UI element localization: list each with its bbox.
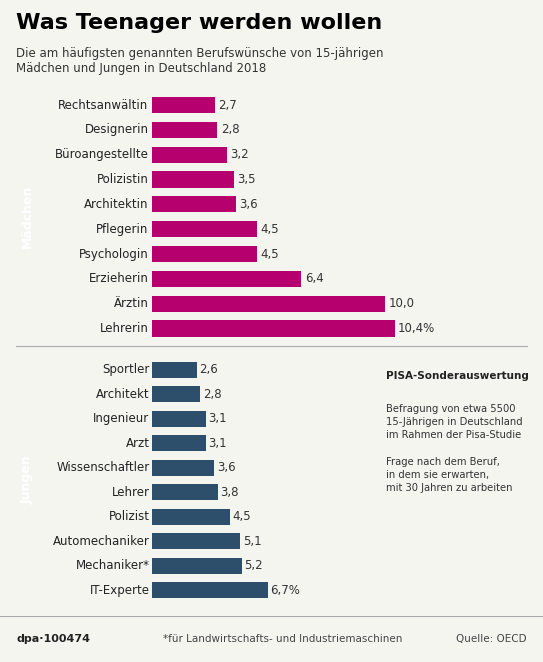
Text: 5,1: 5,1: [243, 535, 262, 547]
Bar: [152, 361, 197, 378]
Text: 3,6: 3,6: [217, 461, 236, 474]
Text: 3,1: 3,1: [209, 412, 227, 425]
Text: IT-Experte: IT-Experte: [90, 584, 149, 596]
Text: Erzieherin: Erzieherin: [89, 272, 149, 285]
Bar: [152, 582, 268, 598]
Text: Was Teenager werden wollen: Was Teenager werden wollen: [16, 13, 382, 33]
Text: 3,8: 3,8: [220, 486, 239, 498]
Text: Rechtsanwältin: Rechtsanwältin: [58, 99, 149, 112]
Text: Ärztin: Ärztin: [113, 297, 149, 310]
Text: Pflegerin: Pflegerin: [96, 222, 149, 236]
Text: 4,5: 4,5: [261, 248, 279, 261]
Text: 2,8: 2,8: [221, 123, 239, 136]
Text: Wissenschaftler: Wissenschaftler: [56, 461, 149, 474]
Text: 4,5: 4,5: [261, 222, 279, 236]
Bar: [152, 97, 215, 113]
Bar: [152, 410, 206, 427]
Text: PISA-Sonderauswertung: PISA-Sonderauswertung: [386, 371, 528, 381]
Bar: [152, 533, 240, 549]
Text: Mädchen: Mädchen: [21, 185, 34, 248]
Bar: [152, 435, 206, 451]
Bar: [152, 271, 301, 287]
Text: 2,8: 2,8: [203, 388, 222, 401]
Text: Lehrerin: Lehrerin: [100, 322, 149, 335]
Bar: [152, 147, 226, 163]
Bar: [152, 484, 218, 500]
Text: Ingenieur: Ingenieur: [93, 412, 149, 425]
Bar: [152, 197, 236, 213]
Text: 6,4: 6,4: [305, 272, 324, 285]
Bar: [152, 557, 242, 574]
Text: 5,2: 5,2: [244, 559, 263, 572]
Text: 6,7%: 6,7%: [270, 584, 300, 596]
Text: 3,1: 3,1: [209, 437, 227, 449]
Text: Jungen: Jungen: [21, 455, 34, 504]
Bar: [152, 320, 395, 336]
Text: Automechaniker: Automechaniker: [53, 535, 149, 547]
Text: 10,0: 10,0: [389, 297, 415, 310]
Bar: [152, 246, 257, 262]
Text: 2,6: 2,6: [200, 363, 218, 376]
Text: Designerin: Designerin: [85, 123, 149, 136]
Bar: [152, 122, 217, 138]
Text: Polizist: Polizist: [109, 510, 149, 523]
Text: Quelle: OECD: Quelle: OECD: [456, 634, 527, 644]
Text: 10,4%: 10,4%: [398, 322, 435, 335]
Text: Psychologin: Psychologin: [79, 248, 149, 261]
Text: Architekt: Architekt: [96, 388, 149, 401]
Text: Mechaniker*: Mechaniker*: [75, 559, 149, 572]
Text: *für Landwirtschafts- und Industriemaschinen: *für Landwirtschafts- und Industriemasch…: [163, 634, 402, 644]
Text: Architektin: Architektin: [84, 198, 149, 211]
Bar: [152, 508, 230, 525]
Text: Sportler: Sportler: [102, 363, 149, 376]
Text: Polizistin: Polizistin: [97, 173, 149, 186]
Bar: [152, 221, 257, 237]
Text: dpa·100474: dpa·100474: [16, 634, 90, 644]
Text: 3,5: 3,5: [237, 173, 256, 186]
Bar: [152, 171, 233, 187]
Text: Büroangestellte: Büroangestellte: [55, 148, 149, 162]
Text: 2,7: 2,7: [218, 99, 237, 112]
Text: Lehrer: Lehrer: [111, 486, 149, 498]
Bar: [152, 296, 386, 312]
Text: 4,5: 4,5: [232, 510, 251, 523]
Text: 3,2: 3,2: [230, 148, 249, 162]
Text: Die am häufigsten genannten Berufswünsche von 15-jährigen
Mädchen und Jungen in : Die am häufigsten genannten Berufswünsch…: [16, 48, 384, 75]
Bar: [152, 386, 200, 402]
Bar: [152, 459, 214, 476]
Text: Befragung von etwa 5500
15-Jährigen in Deutschland
im Rahmen der Pisa-Studie

Fr: Befragung von etwa 5500 15-Jährigen in D…: [386, 404, 522, 493]
Text: Arzt: Arzt: [125, 437, 149, 449]
Text: 3,6: 3,6: [239, 198, 258, 211]
